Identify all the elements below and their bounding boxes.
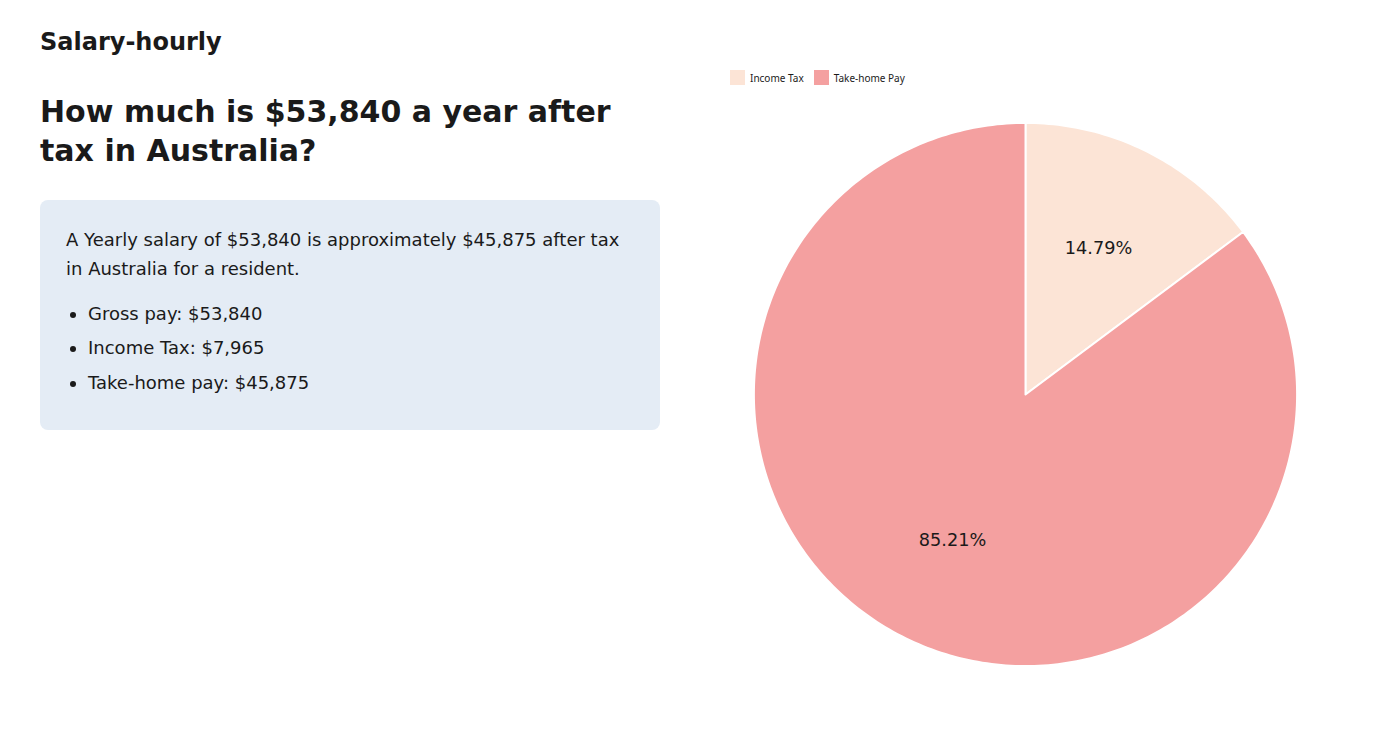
html-text:Income Tax: $7,965: Income Tax: $7,965 <box>88 337 265 359</box>
svg-text:14.79%: 14.79% <box>1065 238 1132 258</box>
html-text:Take-home Pay: Take-home Pay <box>833 70 905 85</box>
html-text:Gross pay: $53,840: Gross pay: $53,840 <box>88 302 263 324</box>
html-text:A Yearly salary of $53,840 is: A Yearly salary of $53,840 is approximat… <box>66 229 620 279</box>
html-text:Take-home pay: $45,875: Take-home pay: $45,875 <box>88 372 310 394</box>
html-text:Salary-hourly: Salary-hourly <box>40 28 222 56</box>
svg-text:85.21%: 85.21% <box>919 530 986 550</box>
html-text:How much is $53,840 a year aft: How much is $53,840 a year after tax in … <box>40 94 611 168</box>
html-text:Income Tax: Income Tax <box>750 70 804 85</box>
